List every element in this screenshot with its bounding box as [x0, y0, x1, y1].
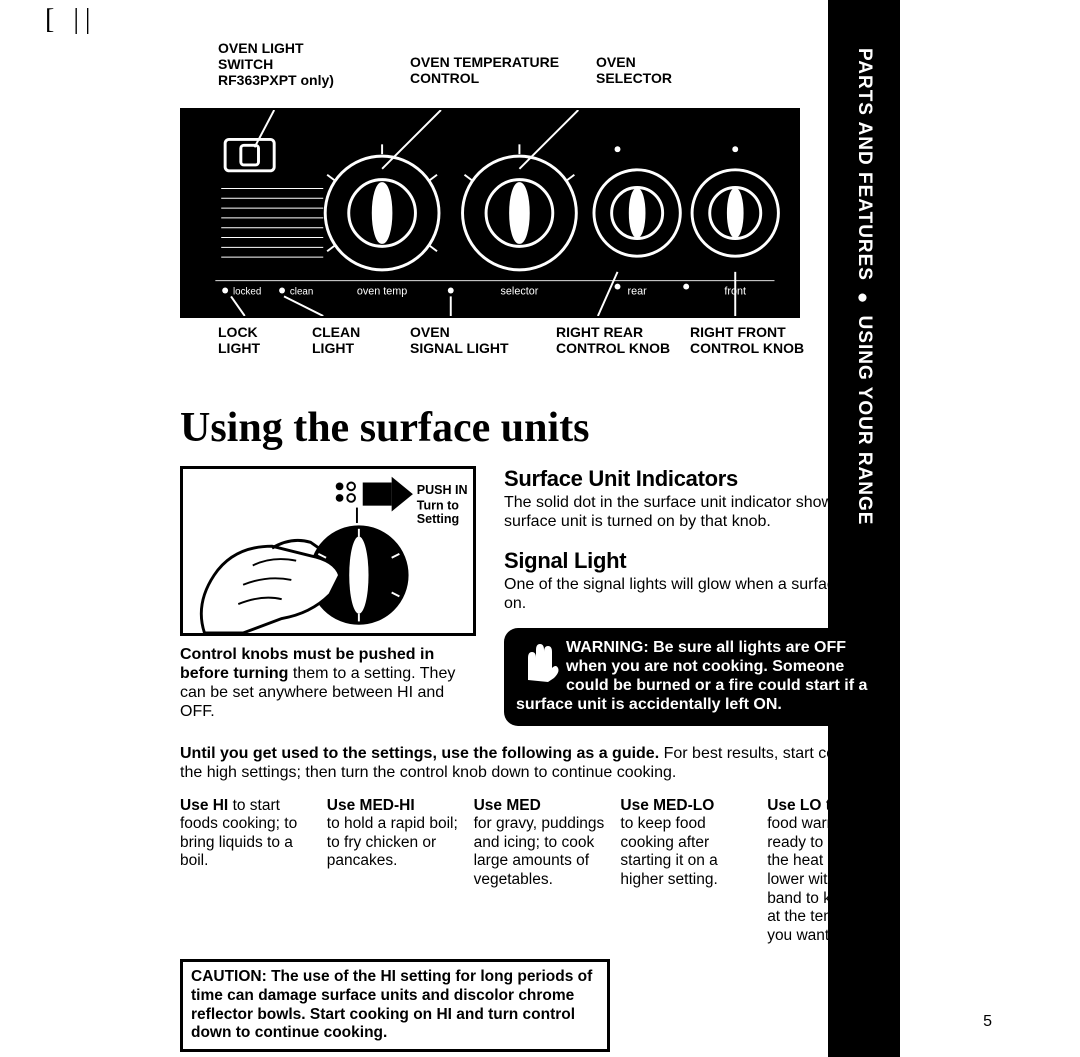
label-oven-temp-control: OVEN TEMPERATURE CONTROL	[410, 54, 600, 86]
svg-text:Setting: Setting	[417, 512, 459, 526]
knob-push-illustration: PUSH IN Turn to Setting	[180, 466, 476, 636]
svg-text:selector: selector	[501, 285, 539, 297]
col-hi: Use HI to start foods cooking; to bring …	[180, 797, 313, 946]
heat-settings-row: Use HI to start foods cooking; to bring …	[180, 797, 900, 946]
svg-text:clean: clean	[290, 286, 313, 297]
label-oven-light-switch: OVEN LIGHT SWITCH RF363PXPT only)	[218, 40, 398, 88]
svg-text:Turn to: Turn to	[417, 499, 460, 513]
hi-head: Use HI	[180, 797, 233, 814]
section-title: Using the surface units	[180, 404, 900, 452]
label-oven-selector: OVEN SELECTOR	[596, 54, 716, 86]
svg-text:locked: locked	[233, 286, 261, 297]
med-head: Use MED	[474, 797, 607, 816]
guide-intro-bold: Until you get used to the settings, use …	[180, 745, 664, 762]
medlo-body: to keep food cooking after starting it o…	[620, 815, 717, 888]
medhi-body: to hold a rapid boil; to fry chicken or …	[327, 815, 458, 869]
col-medlo: Use MED-LO to keep food cooking after st…	[620, 797, 753, 946]
knob-note: Control knobs must be pushed in before t…	[180, 646, 480, 722]
bullet-icon: ●	[851, 287, 873, 309]
med-body: for gravy, puddings and icing; to cook l…	[474, 815, 605, 888]
label-right-rear-knob: RIGHT REAR CONTROL KNOB	[556, 324, 670, 356]
label-right-front-knob: RIGHT FRONT CONTROL KNOB	[690, 324, 804, 356]
settings-guide-intro: Until you get used to the settings, use …	[180, 744, 900, 782]
col-med: Use MED for gravy, puddings and icing; t…	[474, 797, 607, 946]
panel-top-labels: OVEN LIGHT SWITCH RF363PXPT only) OVEN T…	[180, 40, 900, 104]
push-in-label: PUSH IN	[417, 483, 468, 497]
svg-text:rear: rear	[628, 285, 648, 297]
page-content: PARTS AND FEATURES ● USING YOUR RANGE OV…	[180, 0, 900, 1057]
side-tab: PARTS AND FEATURES ● USING YOUR RANGE	[828, 0, 900, 1057]
page-number: 5	[983, 1013, 992, 1031]
medlo-head: Use MED-LO	[620, 797, 753, 816]
lo-head: Use LO	[767, 797, 826, 814]
caution-box: CAUTION: The use of the HI setting for l…	[180, 959, 610, 1051]
label-clean-light: CLEAN LIGHT	[312, 324, 360, 356]
label-oven-signal-light: OVEN SIGNAL LIGHT	[410, 324, 509, 356]
label-lock-light: LOCK LIGHT	[218, 324, 260, 356]
hand-stop-icon	[516, 638, 562, 684]
warning-text: WARNING: Be sure all lights are OFF when…	[516, 639, 867, 714]
control-panel-illustration: oven temp selector rear front locked cle…	[180, 108, 800, 318]
svg-text:oven temp: oven temp	[357, 285, 407, 297]
medhi-head: Use MED-HI	[327, 797, 460, 816]
panel-bottom-labels: LOCK LIGHT CLEAN LIGHT OVEN SIGNAL LIGHT…	[180, 324, 900, 370]
side-tab-text: PARTS AND FEATURES ● USING YOUR RANGE	[853, 48, 875, 525]
scan-artifact: [ ||	[45, 4, 97, 36]
col-medhi: Use MED-HI to hold a rapid boil; to fry …	[327, 797, 460, 946]
warning-box: WARNING: Be sure all lights are OFF when…	[504, 628, 900, 727]
